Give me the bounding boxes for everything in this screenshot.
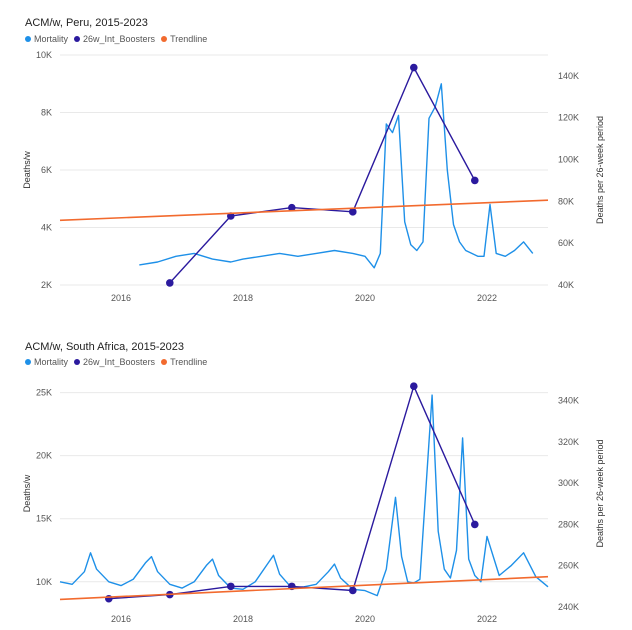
boosters-point[interactable] — [471, 176, 479, 185]
boosters-point[interactable] — [349, 586, 357, 595]
x-tick-label: 2022 — [477, 293, 497, 303]
legend-marker — [161, 36, 168, 42]
y-left-tick-label: 2K — [41, 280, 52, 290]
y-left-tick-label: 8K — [41, 108, 52, 118]
x-tick-label: 2016 — [111, 614, 131, 624]
y-right-tick-label: 320K — [558, 437, 579, 447]
chart-panel-peru: ACM/w, Peru, 2015-2023 Mortality 26w_Int… — [22, 17, 605, 303]
legend-marker — [74, 36, 81, 42]
chart-panel-south-africa: ACM/w, South Africa, 2015-2023 Mortality… — [0, 325, 632, 630]
legend-item-trendline[interactable]: Trendline — [161, 357, 207, 367]
legend-item-boosters[interactable]: 26w_Int_Boosters — [74, 357, 155, 367]
boosters-point[interactable] — [105, 594, 113, 603]
legend-label: 26w_Int_Boosters — [83, 34, 156, 44]
y-left-tick-label: 15K — [36, 514, 52, 524]
boosters-point[interactable] — [410, 63, 418, 72]
x-tick-label: 2018 — [233, 293, 253, 303]
y-left-tick-label: 20K — [36, 451, 52, 461]
y-right-tick-label: 80K — [558, 196, 574, 206]
y-left-tick-label: 10K — [36, 50, 52, 60]
legend-item-trendline[interactable]: Trendline — [161, 34, 207, 44]
legend-label: Trendline — [170, 357, 208, 367]
legend-item-mortality[interactable]: Mortality — [25, 357, 68, 367]
y-left-tick-label: 4K — [41, 223, 52, 233]
y-right-tick-label: 60K — [558, 238, 574, 248]
chart-svg: 10K 15K 20K 25K 240K 260K 280K 300K 320K 340K 2016… — [22, 382, 605, 624]
legend-marker — [25, 359, 31, 365]
y-right-axis-title: Deaths per 26-week period — [595, 116, 605, 224]
legend-marker — [161, 359, 168, 365]
y-right-tick-label: 280K — [558, 519, 579, 529]
y-right-tick-label: 140K — [558, 71, 579, 81]
mortality-line — [59, 394, 549, 597]
y-right-tick-label: 340K — [558, 396, 579, 406]
chart-legend[interactable]: Mortality 26w_Int_Boosters Trendline — [25, 357, 207, 367]
boosters-point[interactable] — [410, 382, 418, 390]
chart-title: ACM/w, South Africa, 2015-2023 — [25, 341, 184, 353]
y-right-tick-label: 100K — [558, 155, 579, 165]
trendline — [59, 575, 549, 601]
legend-item-boosters[interactable]: 26w_Int_Boosters — [74, 34, 155, 44]
y-right-axis-title: Deaths per 26-week period — [595, 439, 605, 547]
legend-label: Mortality — [34, 357, 69, 367]
legend-label: Trendline — [170, 34, 208, 44]
boosters-point[interactable] — [471, 520, 479, 529]
y-right-tick-label: 40K — [558, 280, 574, 290]
boosters-line — [169, 66, 476, 284]
chart-legend[interactable]: Mortality 26w_Int_Boosters Trendline — [25, 34, 207, 44]
legend-marker — [25, 36, 31, 42]
x-tick-label: 2020 — [355, 293, 375, 303]
mortality-line — [139, 83, 534, 269]
y-left-axis-title: Deaths/w — [22, 474, 32, 512]
boosters-point[interactable] — [227, 582, 235, 591]
y-left-tick-label: 25K — [36, 388, 52, 398]
boosters-point[interactable] — [166, 279, 174, 287]
legend-marker — [74, 359, 81, 365]
y-left-axis-title: Deaths/w — [22, 151, 32, 189]
boosters-point[interactable] — [349, 208, 357, 216]
chart-svg: 2K 4K 6K 8K 10K 40K 60K 80K 100K 120K 140K 2016 2018… — [22, 50, 605, 303]
boosters-line — [108, 385, 476, 600]
legend-label: 26w_Int_Boosters — [83, 357, 156, 367]
x-tick-label: 2016 — [111, 293, 131, 303]
y-right-tick-label: 300K — [558, 478, 579, 488]
legend-item-mortality[interactable]: Mortality — [25, 34, 68, 44]
x-tick-label: 2018 — [233, 614, 253, 624]
trendline — [59, 199, 549, 222]
x-tick-label: 2022 — [477, 614, 497, 624]
boosters-point[interactable] — [288, 203, 296, 212]
y-left-tick-label: 10K — [36, 577, 52, 587]
y-right-tick-label: 240K — [558, 602, 579, 612]
y-right-tick-label: 120K — [558, 113, 579, 123]
legend-label: Mortality — [34, 34, 69, 44]
x-tick-label: 2020 — [355, 614, 375, 624]
y-left-tick-label: 6K — [41, 165, 52, 175]
y-right-tick-label: 260K — [558, 561, 579, 571]
chart-title: ACM/w, Peru, 2015-2023 — [25, 17, 148, 29]
